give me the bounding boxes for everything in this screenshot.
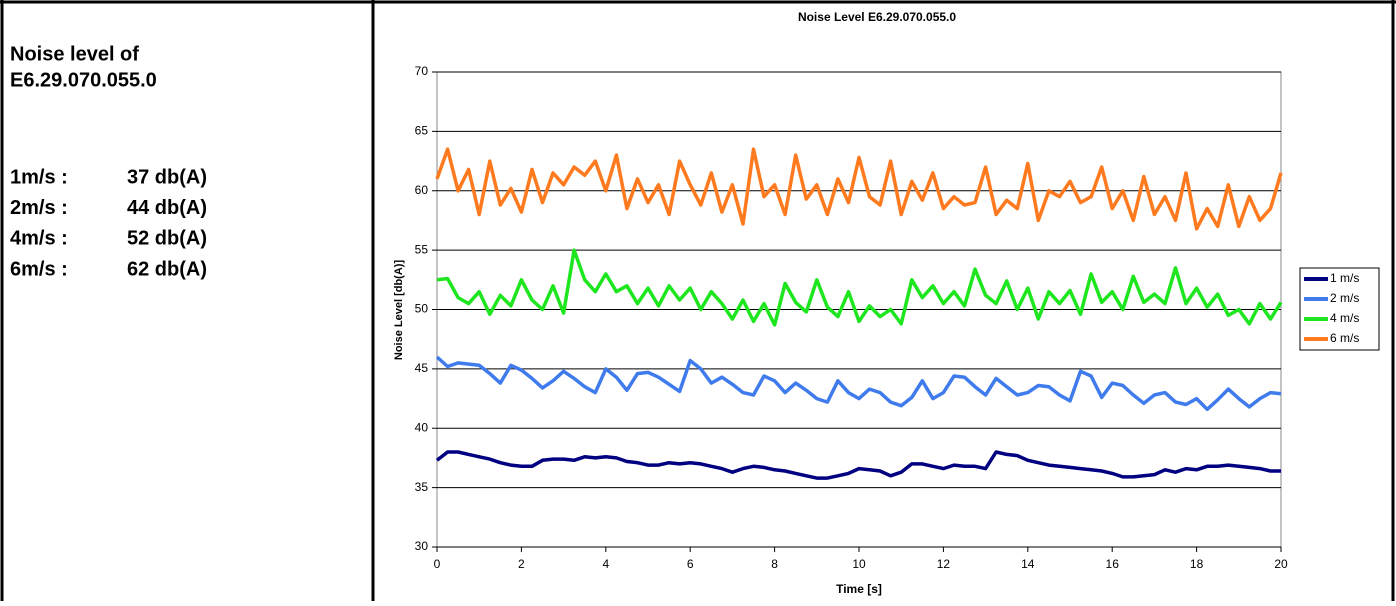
speed-label: 2m/s : [10,197,68,219]
x-tick-label: 18 [1190,557,1204,571]
y-tick-label: 60 [415,183,429,197]
x-tick-label: 0 [434,557,441,571]
x-tick-label: 16 [1106,557,1120,571]
y-tick-label: 40 [415,420,429,434]
y-tick-label: 65 [415,124,429,138]
y-tick-label: 35 [415,480,429,494]
series-line [435,147,1283,231]
x-tick-label: 14 [1021,557,1035,571]
y-tick-label: 55 [415,242,429,256]
x-tick-label: 2 [518,557,525,571]
x-axis-label: Time [s] [836,582,882,596]
series-line [436,248,1283,327]
x-tick-label: 10 [852,557,866,571]
legend-label: 2 m/s [1330,291,1359,305]
legend-label: 4 m/s [1330,311,1359,325]
legend-box [1299,267,1380,351]
speed-label: 6m/s : [10,258,68,280]
level-value: 62 db(A) [127,258,207,280]
legend-label: 1 m/s [1330,271,1359,285]
x-tick-label: 4 [602,557,609,571]
chart-title: Noise Level E6.29.070.055.0 [798,10,956,24]
y-axis-label: Noise Level [db(A)] [393,260,405,361]
legend-label: 6 m/s [1330,331,1359,345]
level-value: 52 db(A) [127,228,207,250]
x-tick-label: 8 [771,557,778,571]
series-line [435,450,1281,480]
speed-label: 4m/s : [10,228,68,250]
x-tick-label: 20 [1274,557,1288,571]
panel-title: E6.29.070.055.0 [10,69,157,91]
y-tick-label: 50 [415,302,429,316]
speed-label: 1m/s : [10,166,68,188]
level-value: 37 db(A) [127,166,207,188]
y-tick-label: 70 [415,64,429,78]
x-tick-label: 6 [687,557,694,571]
panel-title: Noise level of [10,43,139,65]
series-line [435,355,1282,412]
y-tick-label: 30 [415,539,429,553]
y-tick-label: 45 [415,361,429,375]
level-value: 44 db(A) [127,197,207,219]
x-tick-label: 12 [937,557,951,571]
